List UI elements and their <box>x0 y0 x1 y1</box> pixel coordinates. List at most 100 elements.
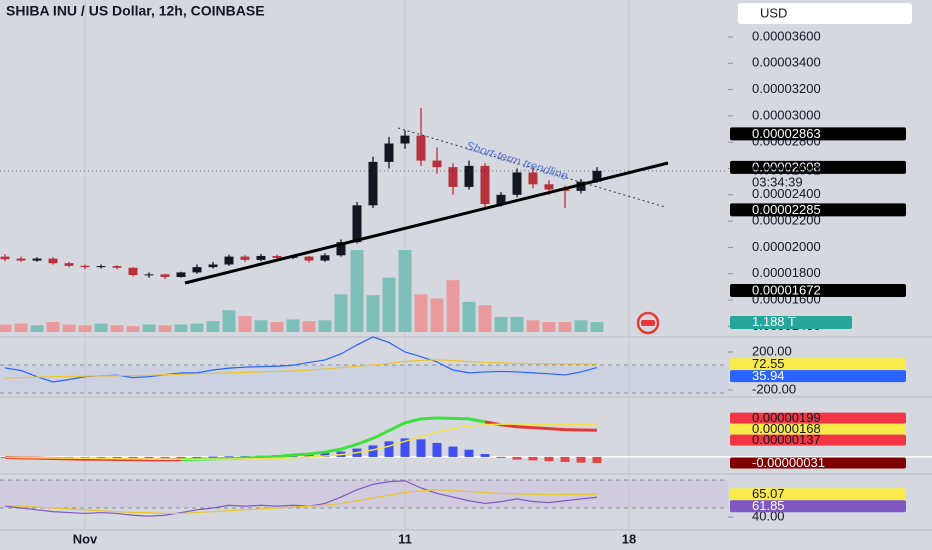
volume-bar <box>574 320 588 332</box>
chart-title: SHIBA INU / US Dollar, 12h, COINBASE <box>6 3 265 19</box>
price-tag <box>730 358 906 371</box>
candle-body <box>320 255 330 261</box>
volume-bar <box>494 316 508 332</box>
price-tag-label: 61.85 <box>752 498 785 513</box>
volume-bar <box>30 325 44 332</box>
y-tick-label: 0.00003000 <box>752 107 821 122</box>
volume-bar <box>222 310 236 332</box>
volume-bar <box>318 320 332 332</box>
currency-button[interactable] <box>738 3 912 24</box>
logo-ring <box>636 311 660 335</box>
candle-body <box>16 258 26 261</box>
volume-bar <box>478 305 492 332</box>
volume-bar <box>430 298 444 332</box>
candle-body <box>32 258 42 261</box>
candle-body <box>64 263 74 266</box>
volume-bar <box>510 316 524 332</box>
histogram-bar <box>528 456 538 461</box>
price-tag <box>730 203 906 217</box>
histogram-bar <box>560 456 570 463</box>
candle-body <box>416 135 426 161</box>
indicator-line <box>4 489 598 515</box>
volume-bar <box>302 321 316 332</box>
candle-body <box>560 189 570 191</box>
candle-body <box>336 242 346 256</box>
volume-bar <box>158 325 172 332</box>
volume-bar <box>462 301 476 332</box>
histogram-bar <box>368 445 378 457</box>
candle-body <box>160 274 170 277</box>
histogram-bar <box>80 456 90 458</box>
volume-bar <box>94 323 108 332</box>
volume-bar <box>366 295 380 332</box>
candle-body <box>384 143 394 162</box>
histogram-bar <box>592 456 602 463</box>
y-tick-label: 0.00001800 <box>752 265 821 280</box>
volume-bar <box>334 294 348 332</box>
candle-body <box>576 181 586 191</box>
volume-bar <box>398 250 412 332</box>
volume-bar <box>558 321 572 332</box>
volume-tag <box>730 316 852 330</box>
price-tag <box>730 160 906 174</box>
candle-body <box>272 255 282 258</box>
histogram-bar <box>464 449 474 457</box>
candle-body <box>144 274 154 276</box>
volume-bar <box>110 325 124 332</box>
volume-bar <box>206 321 220 332</box>
histogram-bar <box>96 456 106 458</box>
candle-body <box>528 172 538 185</box>
histogram-bar <box>320 453 330 457</box>
candle-body <box>432 160 442 168</box>
macd-line <box>484 420 598 432</box>
price-tag <box>730 412 906 424</box>
candle-body <box>240 256 250 260</box>
candle-body <box>592 170 602 182</box>
candle-body <box>0 256 10 260</box>
dotted-trendline <box>397 127 666 208</box>
volume-bar <box>254 320 268 332</box>
y-tick-label: -200.00 <box>752 381 796 396</box>
candle-body <box>352 205 362 243</box>
histogram-bar <box>416 439 426 457</box>
candle-body <box>464 165 474 187</box>
candle-body <box>480 165 490 204</box>
price-tag-label: 0.00002863 <box>752 126 821 141</box>
histogram-bar <box>160 456 170 458</box>
histogram-bar <box>128 456 138 458</box>
rsi-band <box>0 480 728 508</box>
current-price-label: 0.00002582 <box>752 162 821 177</box>
currency[interactable]: USD <box>760 5 787 20</box>
candle-body <box>48 258 58 264</box>
volume-bar <box>142 324 156 332</box>
volume-bar <box>14 323 28 332</box>
candle-body <box>496 194 506 204</box>
volume-bar <box>446 280 460 332</box>
histogram-bar <box>384 441 394 457</box>
logo <box>636 311 660 335</box>
y-tick-label: 0.00003400 <box>752 55 821 70</box>
price-tag-label: 0.00002608 <box>752 159 821 174</box>
x-tick-label: 11 <box>398 531 412 546</box>
trendline <box>184 161 669 285</box>
y-tick-label: 0.00002000 <box>752 239 821 254</box>
histogram-bar <box>512 456 522 460</box>
cci-band <box>0 365 728 393</box>
histogram-bar <box>400 438 410 457</box>
price-tag-label: 0.00000168 <box>752 421 821 436</box>
histogram-bar <box>432 442 442 457</box>
candle-body <box>448 167 458 187</box>
y-tick-label: 0.00003200 <box>752 81 821 96</box>
price-tag <box>730 284 906 298</box>
volume-bar <box>286 319 300 332</box>
volume-bar <box>0 324 12 332</box>
candle-body <box>128 267 138 276</box>
price-tag <box>730 457 906 469</box>
volume-bar <box>190 323 204 332</box>
candle-body <box>208 264 218 268</box>
volume-bar <box>590 322 604 332</box>
volume-bar <box>350 250 364 332</box>
candle-body <box>176 272 186 277</box>
